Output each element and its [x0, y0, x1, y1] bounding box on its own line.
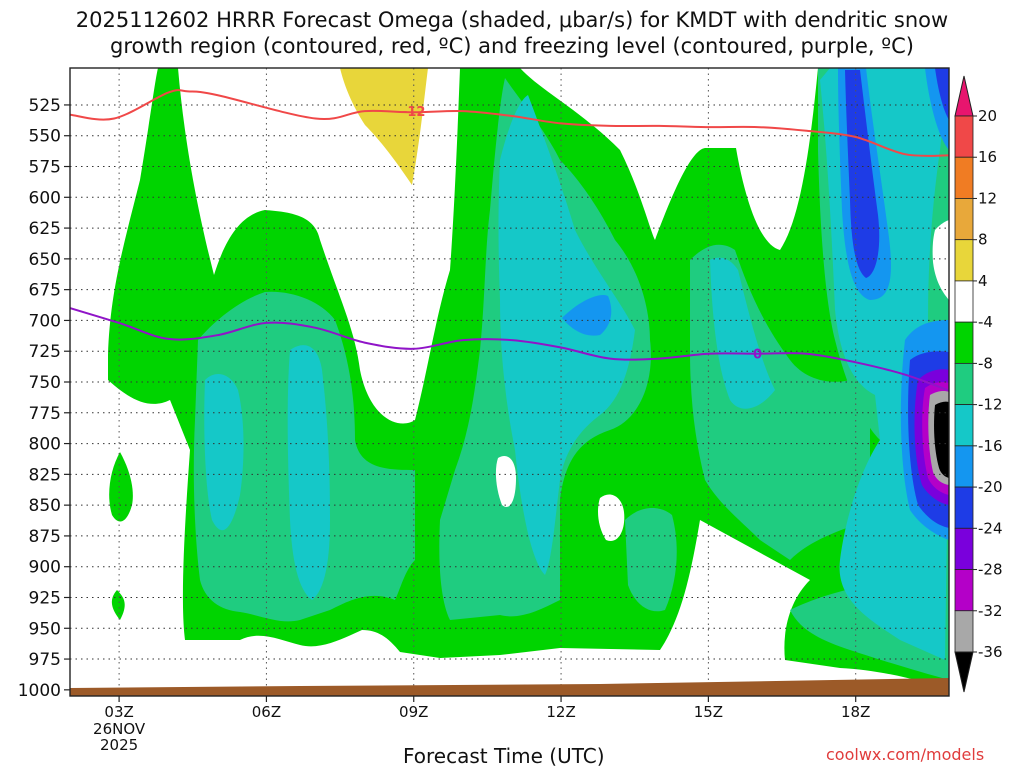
- credit-text: coolwx.com/models: [826, 745, 985, 764]
- y-tick-label-575: 575: [29, 158, 61, 178]
- colorbar-label-2: 12: [978, 189, 997, 207]
- omega-region-black: [934, 401, 949, 478]
- y-tick-label-950: 950: [29, 619, 61, 639]
- y-tick-label-600: 600: [29, 188, 61, 208]
- omega-region-green-spot2: [111, 590, 125, 620]
- freezing-level-contour-purple: [70, 307, 949, 392]
- colorbar-swatch-8: [954, 445, 974, 488]
- colorbar-label-4: 4: [978, 272, 988, 290]
- y-tick-label-875: 875: [29, 527, 61, 547]
- purple-contour-label: 0: [753, 348, 762, 363]
- colorbar-label-10: -24: [978, 519, 1003, 537]
- y-tick-label-800: 800: [29, 435, 61, 455]
- y-tick-label-1000: 1000: [18, 681, 61, 701]
- colorbar-label-8: -16: [978, 437, 1003, 455]
- red-contour-label: -12: [402, 105, 426, 120]
- omega-region-yellow: [340, 68, 428, 185]
- colorbar-bottom-triangle: [954, 651, 974, 693]
- colorbar-swatch-9: [954, 486, 974, 529]
- colorbar-swatch-4: [954, 280, 974, 323]
- omega-shading: [108, 68, 949, 690]
- x-tick-label-12Z: 12Z: [546, 703, 575, 721]
- y-tick-label-675: 675: [29, 281, 61, 301]
- omega-region-green-spot: [109, 452, 133, 522]
- colorbar-swatch-2: [954, 198, 974, 241]
- colorbar-label-9: -20: [978, 478, 1003, 496]
- omega-region-cyan-4: [710, 257, 775, 409]
- colorbar-label-12: -32: [978, 602, 1003, 620]
- colorbar: 20 16 12 8 4 -4 -8 -12 -16 -20 -24 -28 -32 -36: [954, 75, 1003, 693]
- colorbar-swatch-12: [954, 610, 974, 653]
- y-tick-label-850: 850: [29, 496, 61, 516]
- y-tick-label-825: 825: [29, 465, 61, 485]
- y-tick-label-650: 650: [29, 250, 61, 270]
- x-tick-label-15Z: 15Z: [694, 703, 723, 721]
- colorbar-label-11: -28: [978, 561, 1003, 579]
- colorbar-label-13: -36: [978, 643, 1003, 661]
- y-tick-label-925: 925: [29, 588, 61, 608]
- y-tick-label-550: 550: [29, 127, 61, 147]
- colorbar-swatch-3: [954, 239, 974, 282]
- omega-region-cyan-2: [287, 345, 330, 600]
- colorbar-label-0: 20: [978, 107, 997, 125]
- x-tick-label-09Z: 09Z: [399, 703, 428, 721]
- x-tick-label-06Z: 06Z: [252, 703, 281, 721]
- colorbar-swatch-6: [954, 362, 974, 406]
- y-tick-label-725: 725: [29, 342, 61, 362]
- colorbar-swatch-1: [954, 156, 974, 199]
- y-tick-label-525: 525: [29, 96, 61, 116]
- y-tick-label-625: 625: [29, 219, 61, 239]
- y-tick-label-900: 900: [29, 558, 61, 578]
- x-date-label-1: 2025: [100, 736, 138, 754]
- colorbar-label-7: -12: [978, 396, 1003, 414]
- omega-region-teal-5: [625, 508, 677, 612]
- omega-hole-3: [932, 220, 949, 300]
- y-tick-label-975: 975: [29, 650, 61, 670]
- x-date-label-0: 26NOV: [93, 720, 146, 738]
- omega-hole-1: [495, 456, 516, 507]
- omega-hole-2: [598, 494, 625, 541]
- colorbar-top-triangle: [954, 75, 974, 117]
- x-tick-label-18Z: 18Z: [841, 703, 870, 721]
- colorbar-label-3: 8: [978, 231, 988, 249]
- y-tick-label-775: 775: [29, 404, 61, 424]
- colorbar-swatch-10: [954, 527, 974, 570]
- y-axis-pressure: 525 550 575 600 625 650 675 700 725 750 775 800 825 8…: [18, 96, 70, 701]
- dendritic-growth-contour-red: [70, 89, 949, 157]
- colorbar-label-5: -4: [978, 313, 993, 331]
- colorbar-swatch-7: [954, 404, 974, 447]
- y-tick-label-750: 750: [29, 373, 61, 393]
- x-tick-label-03Z: 03Z: [104, 703, 133, 721]
- colorbar-swatch-0: [954, 115, 974, 158]
- chart-title-line-1: 2025112602 HRRR Forecast Omega (shaded, …: [75, 8, 949, 32]
- plot-frame: [69, 67, 950, 697]
- chart-title-line-2: growth region (contoured, red, ºC) and f…: [110, 34, 914, 58]
- colorbar-swatch-11: [954, 569, 974, 612]
- omega-region-cyan-3: [498, 95, 635, 575]
- colorbar-label-1: 16: [978, 148, 997, 166]
- colorbar-swatch-5: [954, 321, 974, 364]
- omega-region-blue-1: [562, 294, 612, 336]
- y-tick-label-700: 700: [29, 311, 61, 331]
- colorbar-label-6: -8: [978, 354, 993, 372]
- x-axis-title: Forecast Time (UTC): [403, 744, 605, 768]
- omega-region-darkblue-3: [935, 68, 949, 120]
- omega-region-darkblue-1: [845, 70, 880, 278]
- ground-surface: [70, 678, 949, 696]
